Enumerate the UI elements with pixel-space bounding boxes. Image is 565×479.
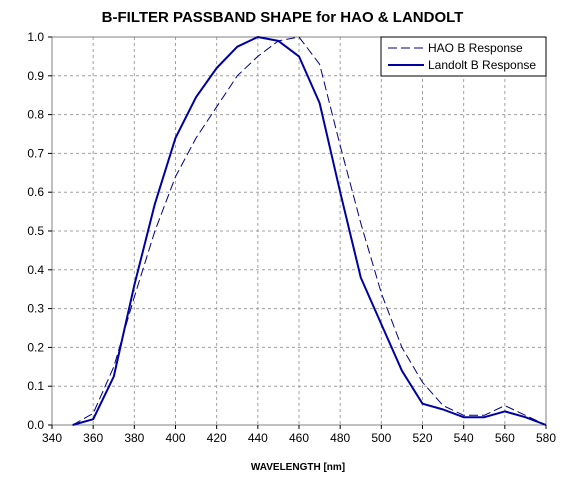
x-tick-label: 540 [454,431,474,445]
x-tick-label: 580 [536,431,556,445]
x-tick-label: 400 [165,431,185,445]
x-axis-label: WAVELENGTH [nm] [251,462,345,473]
x-tick-label: 380 [124,431,144,445]
x-tick-label: 500 [371,431,391,445]
x-tick-label: 480 [330,431,350,445]
y-tick-label: 1.0 [27,30,44,44]
legend-label-landolt: Landolt B Response [428,58,536,72]
x-tick-label: 520 [412,431,432,445]
x-tick-label: 360 [83,431,103,445]
y-tick-label: 0.3 [27,302,44,316]
legend: HAO B Response Landolt B Response [380,36,547,77]
y-tick-label: 0.6 [27,185,44,199]
legend-box [380,36,547,77]
series-layer [72,36,547,426]
y-tick-label: 0.1 [27,379,44,393]
axis-ticks: 340 360 380 400 420 440 460 480 500 520 540 560 580 0… [27,30,556,445]
y-tick-label: 0.0 [27,418,44,432]
series-line-landolt [72,36,547,426]
y-tick-label: 0.7 [27,146,44,160]
y-tick-label: 0.8 [27,108,44,122]
grid [52,37,546,425]
chart-title: B-FILTER PASSBAND SHAPE for HAO & LANDOL… [102,9,464,26]
legend-label-hao: HAO B Response [428,41,523,55]
x-tick-label: 340 [42,431,62,445]
x-tick-label: 560 [495,431,515,445]
y-tick-label: 0.2 [27,340,44,354]
x-tick-label: 460 [289,431,309,445]
x-tick-label: 420 [207,431,227,445]
x-tick-label: 440 [248,431,268,445]
y-tick-label: 0.4 [27,263,44,277]
y-tick-label: 0.9 [27,69,44,83]
y-tick-label: 0.5 [27,224,44,238]
series-line-hao [72,36,547,426]
